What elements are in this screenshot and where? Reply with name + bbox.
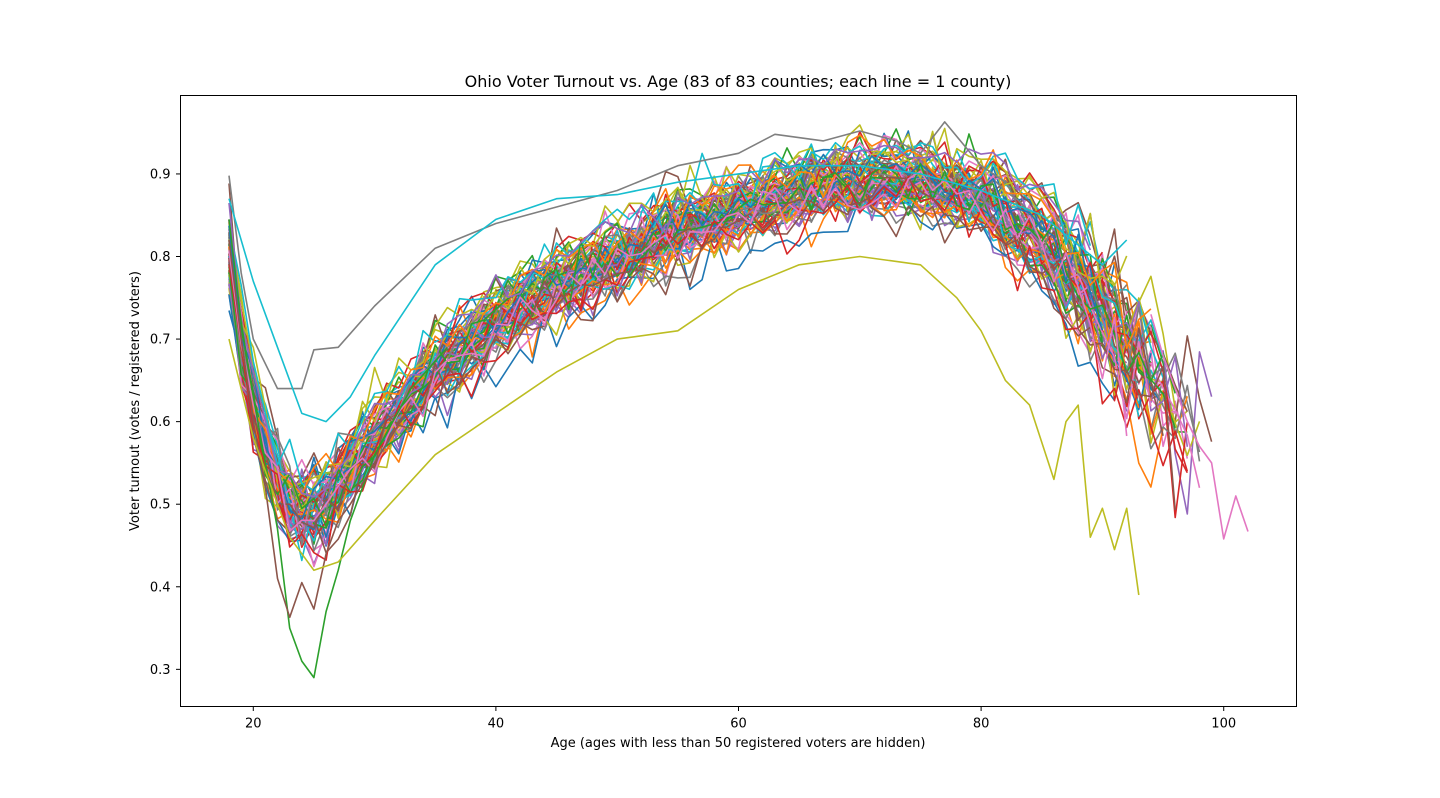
- county-line: [228, 127, 1104, 489]
- county-line: [228, 239, 412, 619]
- y-axis-label: Voter turnout (votes / registered voters…: [128, 271, 143, 531]
- x-axis-ticks: 20 40 60 80 100: [245, 706, 1236, 732]
- x-tick-label: 60: [730, 717, 747, 732]
- x-tick-label: 40: [488, 717, 505, 732]
- county-line: [228, 255, 1140, 596]
- county-line: [228, 219, 449, 679]
- county-line: [228, 134, 1152, 495]
- y-tick-label: 0.5: [150, 498, 171, 513]
- chart-title: Ohio Voter Turnout vs. Age (83 of 83 cou…: [465, 72, 1012, 91]
- county-line: [228, 121, 1006, 390]
- y-tick-label: 0.9: [150, 167, 171, 182]
- y-tick-label: 0.6: [150, 415, 171, 430]
- county-line: [228, 153, 1104, 521]
- y-axis-ticks: 0.3 0.4 0.5 0.6 0.7 0.8 0.9: [150, 167, 181, 678]
- y-tick-label: 0.7: [150, 333, 171, 348]
- x-tick-label: 100: [1211, 717, 1236, 732]
- county-lines: [228, 121, 1249, 679]
- y-tick-label: 0.8: [150, 250, 171, 265]
- county-line: [228, 124, 1128, 512]
- x-axis-label: Age (ages with less than 50 registered v…: [551, 736, 926, 751]
- county-line: [228, 164, 1128, 423]
- county-line: [1150, 314, 1249, 540]
- county-line: [228, 176, 1176, 529]
- x-tick-label: 80: [973, 717, 990, 732]
- county-line: [228, 170, 1128, 532]
- county-line: [228, 144, 1092, 498]
- x-tick-label: 20: [245, 717, 262, 732]
- y-tick-label: 0.3: [150, 663, 171, 678]
- y-tick-label: 0.4: [150, 580, 171, 595]
- county-line: [228, 156, 1189, 521]
